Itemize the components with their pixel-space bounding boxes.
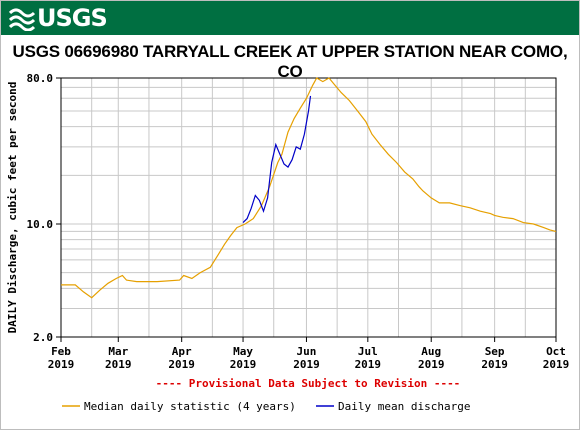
x-tick-label-month: Oct (546, 345, 566, 358)
x-tick-label-year: 2019 (105, 358, 132, 371)
usgs-banner: USGS (1, 1, 579, 35)
x-tick-label-month: Apr (172, 345, 192, 358)
x-tick-label-month: Feb (51, 345, 71, 358)
x-tick-label-year: 2019 (230, 358, 257, 371)
revision-notice: ---- Provisional Data Subject to Revisio… (156, 377, 461, 390)
x-tick-label-month: Sep (485, 345, 505, 358)
y-tick-label: 80.0 (27, 72, 54, 85)
legend-label-daily: Daily mean discharge (338, 400, 470, 413)
plot-area (61, 78, 556, 337)
x-tick-label-month: Jul (358, 345, 378, 358)
y-axis-label: DAILY Discharge, cubic feet per second (6, 82, 19, 334)
daily-mean-series-line (242, 95, 312, 224)
usgs-wave-icon (9, 8, 35, 31)
plot-border (60, 77, 557, 338)
x-tick-label-month: Aug (421, 345, 441, 358)
x-tick-label-year: 2019 (543, 358, 570, 371)
x-tick-label-month: Mar (108, 345, 128, 358)
usgs-logo-text: USGS (37, 4, 108, 32)
usgs-logo: USGS (9, 4, 108, 32)
median-series-line (61, 77, 557, 299)
x-tick-label-year: 2019 (355, 358, 382, 371)
x-tick-label-year: 2019 (481, 358, 508, 371)
x-tick-label-year: 2019 (293, 358, 320, 371)
y-tick-label: 2.0 (33, 331, 53, 344)
x-tick-label-year: 2019 (418, 358, 445, 371)
x-tick-label-year: 2019 (48, 358, 75, 371)
x-tick-label-month: May (233, 345, 253, 358)
x-tick-label-year: 2019 (168, 358, 195, 371)
y-tick-label: 10.0 (27, 218, 54, 231)
chart-title: USGS 06696980 TARRYALL CREEK AT UPPER ST… (12, 42, 568, 81)
legend-label-median: Median daily statistic (4 years) (84, 400, 296, 413)
x-tick-label-month: Jun (297, 345, 317, 358)
